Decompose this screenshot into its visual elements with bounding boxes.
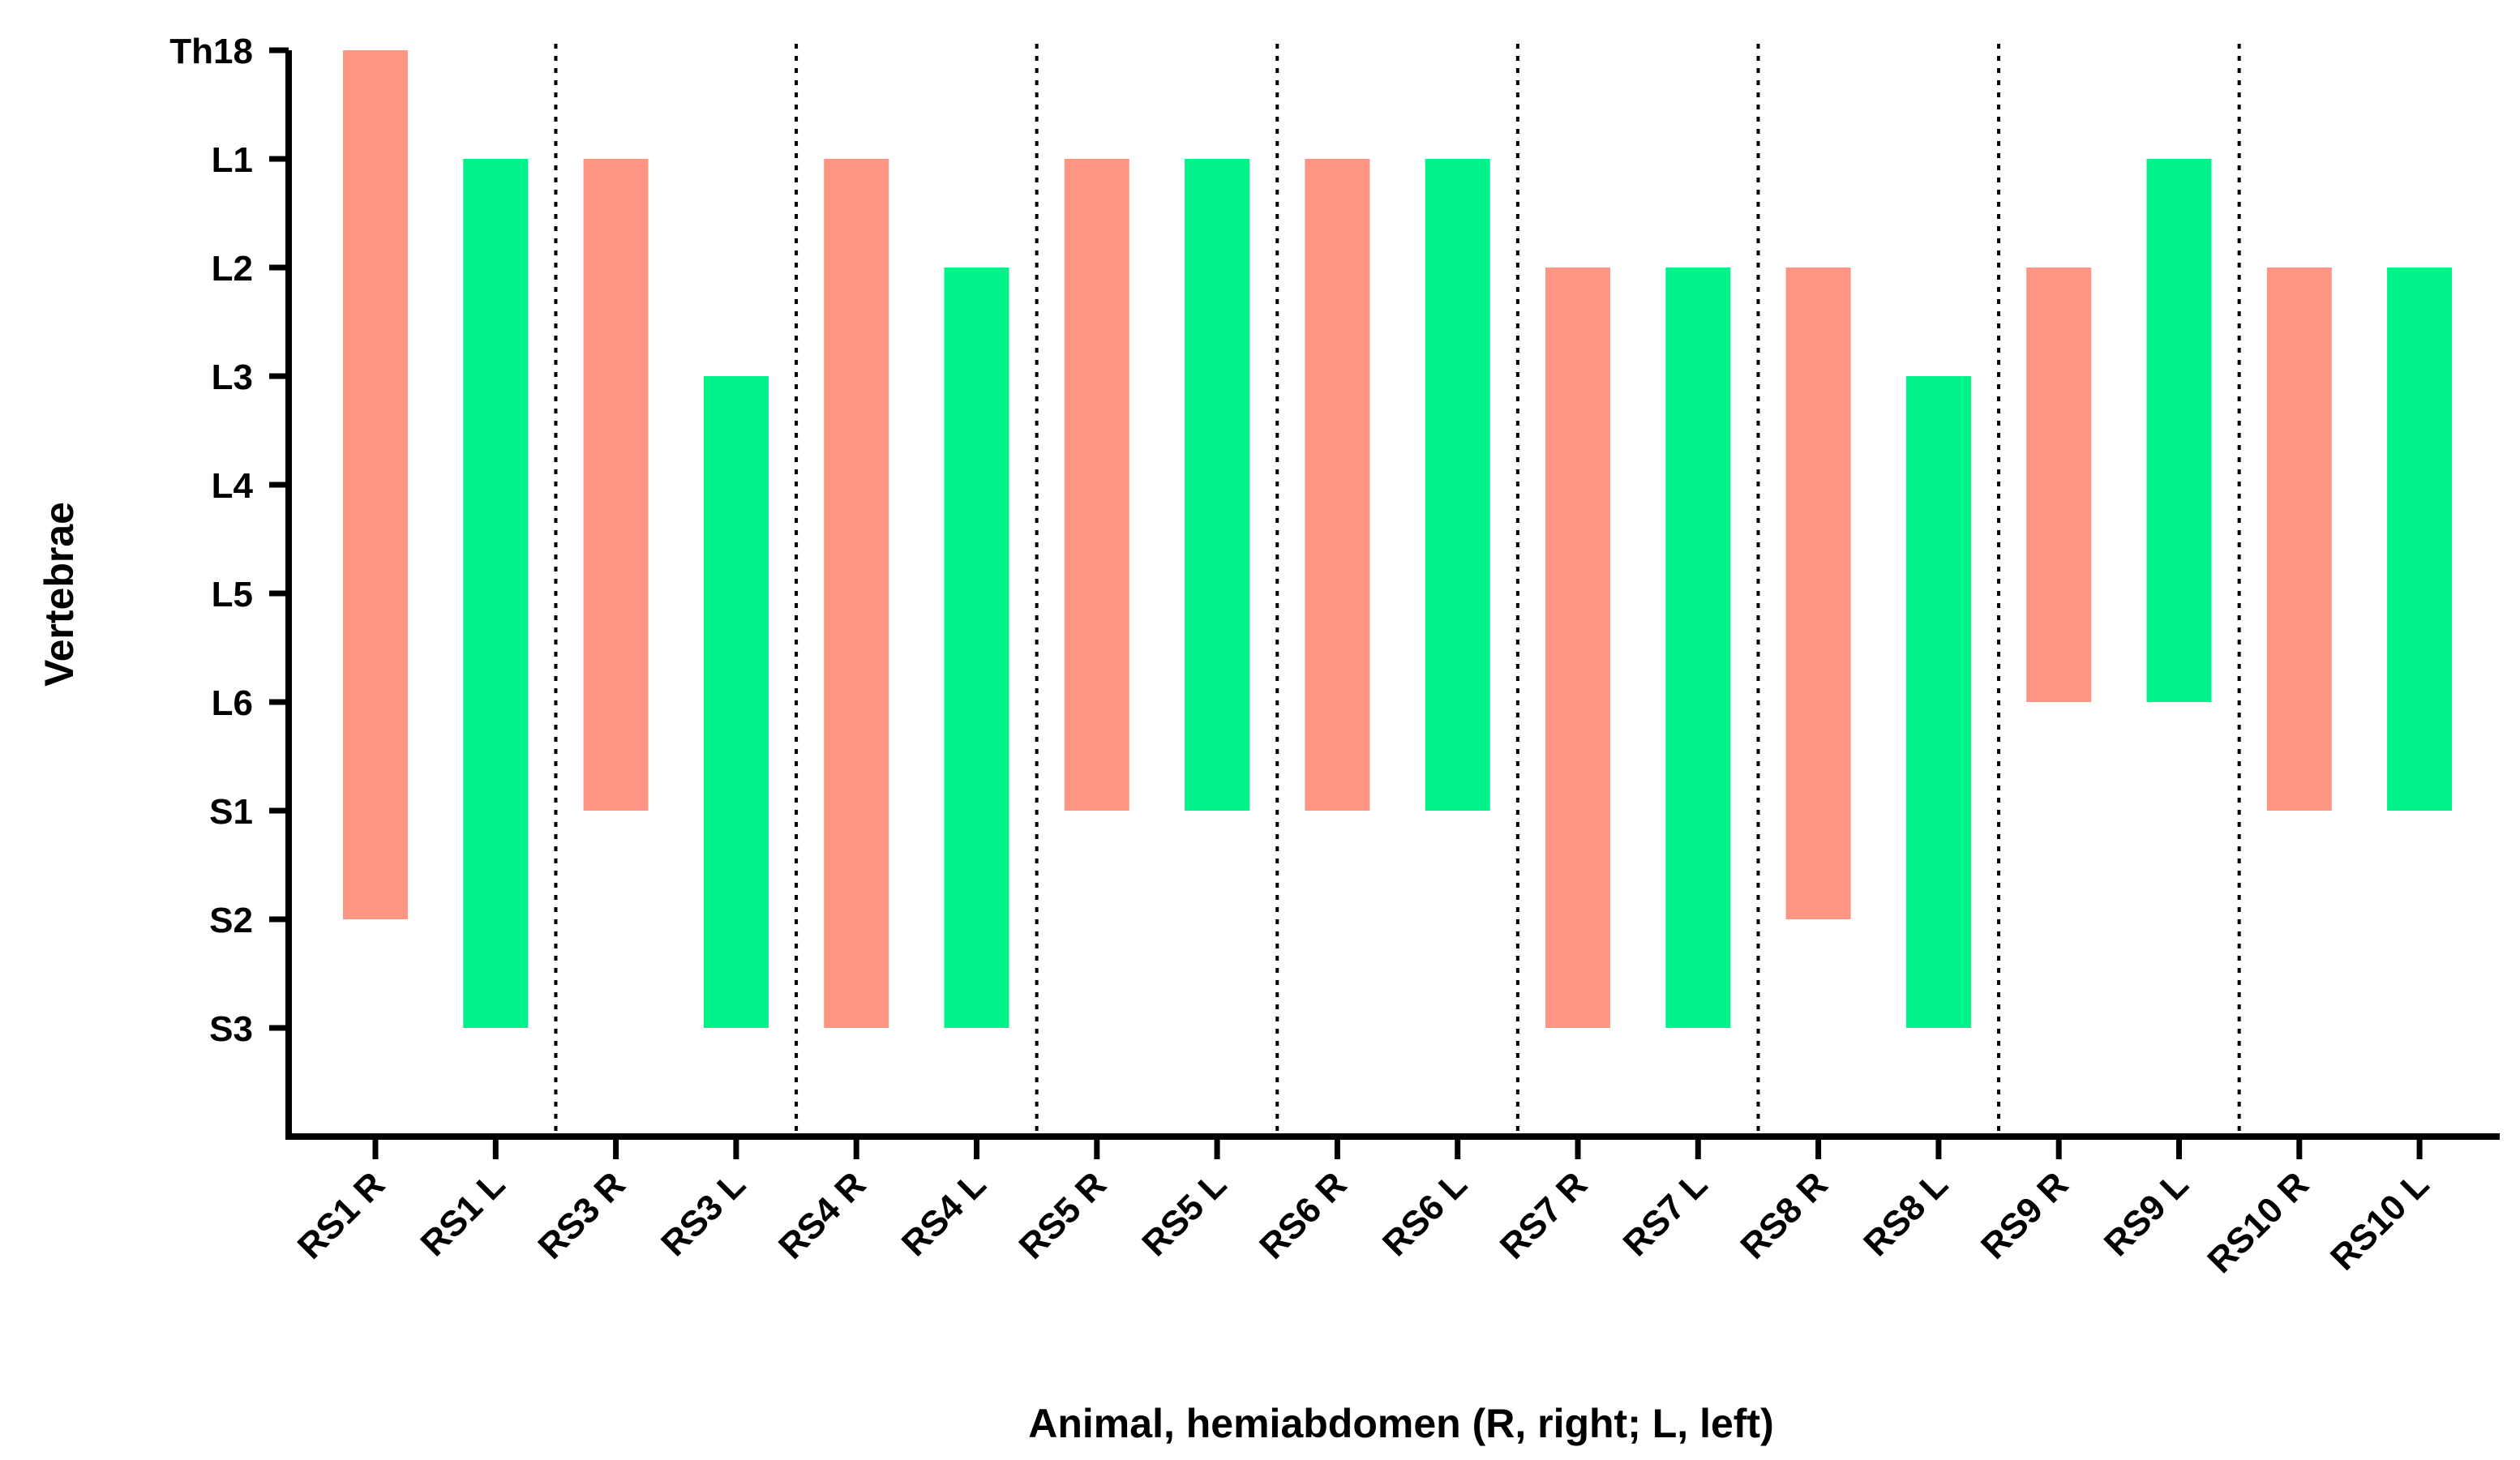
bar-rs6-l	[1425, 159, 1490, 811]
bar-rs5-r	[1064, 159, 1129, 811]
bar-rs1-l	[463, 159, 529, 1028]
bar-rs10-l	[2387, 268, 2453, 811]
bar-rs6-r	[1305, 159, 1370, 811]
x-tick-label-rs4-l: RS4 L	[894, 1164, 994, 1264]
bar-rs3-l	[703, 376, 769, 1028]
y-tick-label-s3: S3	[209, 1009, 253, 1049]
x-tick-label-rs1-r: RS1 R	[290, 1164, 392, 1266]
x-tick-label-rs3-r: RS3 R	[530, 1164, 632, 1266]
y-tick-label-th18: Th18	[169, 32, 253, 71]
group-separators	[554, 44, 2241, 1137]
y-tick-label-s1: S1	[209, 792, 253, 832]
bar-rs7-r	[1545, 268, 1610, 1028]
x-tick-label-rs10-l: RS10 L	[2323, 1164, 2436, 1278]
y-tick-label-l2: L2	[212, 249, 253, 289]
x-tick-label-rs8-r: RS8 R	[1733, 1164, 1835, 1266]
x-tick-label-rs1-l: RS1 L	[414, 1164, 513, 1264]
bar-rs9-r	[2026, 268, 2092, 702]
x-tick-label-rs6-r: RS6 R	[1252, 1164, 1354, 1266]
x-tick-label-rs7-l: RS7 L	[1616, 1164, 1716, 1264]
x-ticks: RS1 R RS1 L RS3 R RS3 L RS4 R RS4 L RS5 R RS5 L…	[290, 1137, 2436, 1281]
x-tick-label-rs6-l: RS6 L	[1375, 1164, 1475, 1264]
x-tick-label-rs10-r: RS10 R	[2200, 1164, 2316, 1281]
bar-rs4-l	[944, 268, 1009, 1028]
bar-rs9-l	[2146, 159, 2212, 702]
y-tick-label-l6: L6	[212, 683, 253, 723]
x-tick-label-rs8-l: RS8 L	[1856, 1164, 1956, 1264]
x-tick-label-rs5-r: RS5 R	[1012, 1164, 1114, 1266]
y-tick-label-l3: L3	[212, 358, 253, 397]
y-tick-label-l1: L1	[212, 140, 253, 180]
bar-rs7-l	[1665, 268, 1731, 1028]
x-axis-title: Animal, hemiabdomen (R, right; L, left)	[1028, 1401, 1773, 1446]
y-tick-label-l5: L5	[212, 575, 253, 614]
y-ticks: Th18 L1 L2 L3 L4 L5 L6 S1 S2 S3	[169, 32, 289, 1049]
range-bars	[343, 50, 2453, 1028]
x-tick-label-rs9-l: RS9 L	[2097, 1164, 2196, 1264]
x-tick-label-rs4-r: RS4 R	[771, 1164, 873, 1266]
y-tick-label-l4: L4	[212, 466, 254, 506]
x-tick-label-rs5-l: RS5 L	[1134, 1164, 1234, 1264]
bar-rs1-r	[343, 50, 408, 919]
bar-rs5-l	[1185, 159, 1250, 811]
bar-rs8-l	[1905, 376, 1971, 1028]
x-tick-label-rs7-r: RS7 R	[1493, 1164, 1595, 1266]
y-axis-title: Vertebrae	[36, 502, 82, 687]
bar-rs3-r	[583, 159, 649, 811]
bar-rs4-r	[824, 159, 889, 1028]
bar-rs10-r	[2266, 268, 2332, 811]
y-tick-label-s2: S2	[209, 901, 253, 940]
bar-rs8-r	[1785, 268, 1851, 919]
x-tick-label-rs9-r: RS9 R	[1974, 1164, 2076, 1266]
x-tick-label-rs3-l: RS3 L	[654, 1164, 753, 1264]
